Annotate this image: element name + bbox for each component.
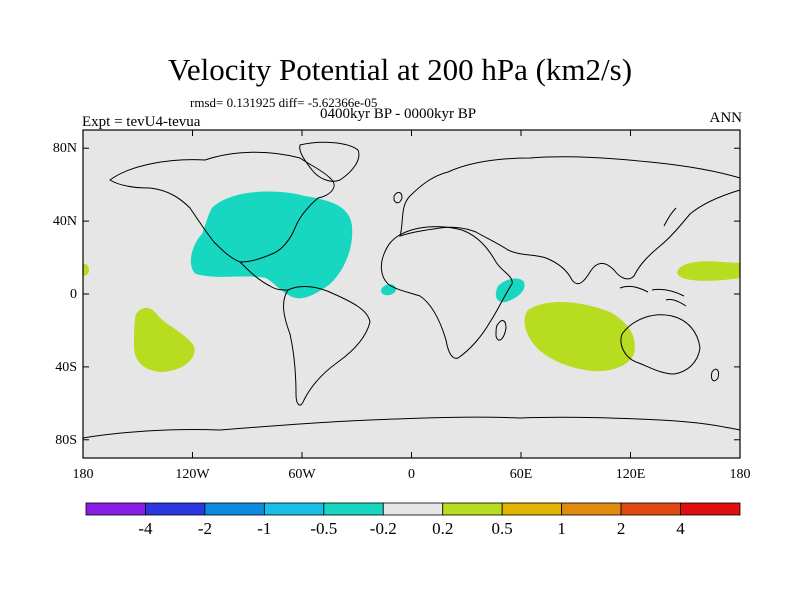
x-tick-label: 180	[72, 467, 94, 482]
coastline-japan	[663, 207, 677, 227]
region-southern-indian-ocean	[524, 301, 635, 372]
stats-text: rmsd= 0.131925 diff= -5.62366e-05	[190, 95, 378, 110]
colorbar-label: 0.5	[491, 519, 513, 538]
x-tick-label: 60W	[288, 467, 316, 482]
coastline-north-america	[109, 151, 335, 263]
y-tick-label: 80S	[55, 432, 77, 448]
experiment-label: Expt = tevU4-tevua	[82, 114, 201, 130]
y-tick-label: 40S	[55, 359, 77, 375]
region-east-africa	[495, 278, 525, 303]
colorbar	[85, 502, 741, 516]
season-label: ANN	[709, 110, 743, 126]
colorbar-swatch	[323, 502, 384, 516]
coastline-greenland	[299, 141, 360, 182]
colorbar-label: -0.2	[369, 519, 397, 538]
coastline-indonesia	[619, 285, 687, 307]
colorbar-swatch	[85, 502, 146, 516]
coastline-australia	[620, 314, 701, 375]
coastline-uk	[393, 191, 403, 204]
coastline-central-america	[239, 261, 289, 291]
colorbar-label: -1	[257, 519, 272, 538]
colorbar-label: 1	[557, 519, 566, 538]
y-tick-label: 80N	[52, 141, 77, 157]
x-tick-label: 180	[729, 467, 751, 482]
region-north-atlantic-americas	[190, 191, 353, 299]
coastline-madagascar	[495, 320, 507, 341]
x-tick-label: 0	[408, 467, 415, 482]
coastline-eurasia	[399, 156, 741, 285]
colorbar-swatch	[680, 502, 741, 516]
region-south-pacific	[134, 307, 195, 372]
colorbar-swatch	[263, 502, 325, 516]
y-tick-label: 40N	[52, 214, 77, 230]
colorbar-swatch	[620, 502, 681, 516]
colorbar-swatch	[442, 502, 503, 516]
region-western-pacific	[677, 261, 740, 281]
region-western-pacific-wrap	[83, 263, 89, 276]
y-tick-label: 0	[70, 287, 77, 302]
coastlines	[82, 141, 741, 439]
axis-ticks	[82, 130, 741, 458]
colorbar-label: -4	[138, 519, 153, 538]
colorbar-swatch	[145, 502, 206, 516]
map-background	[83, 130, 740, 458]
colorbar-swatch	[501, 502, 563, 516]
colorbar-label: 4	[676, 519, 685, 538]
coastline-new-zealand	[711, 368, 719, 382]
x-tick-label: 60E	[509, 467, 533, 482]
colorbar-label: 2	[616, 519, 626, 538]
map-title: Velocity Potential at 200 hPa (km2/s)	[167, 52, 633, 87]
colorbar-label: -2	[197, 519, 212, 538]
colorbar-swatch	[204, 502, 265, 516]
x-tick-label: 120E	[615, 467, 646, 482]
colorbar-label: 0.2	[432, 519, 454, 538]
coastline-antarctica	[82, 416, 741, 439]
colorbar-swatch	[382, 502, 444, 516]
coastline-africa	[380, 226, 513, 359]
coastline-south-america	[283, 286, 371, 406]
x-tick-label: 120W	[175, 467, 210, 482]
period-label: 0400kyr BP - 0000kyr BP	[320, 106, 477, 122]
colorbar-label: -0.5	[310, 519, 338, 538]
anomaly-layer	[83, 191, 740, 372]
colorbar-swatch	[561, 502, 622, 516]
